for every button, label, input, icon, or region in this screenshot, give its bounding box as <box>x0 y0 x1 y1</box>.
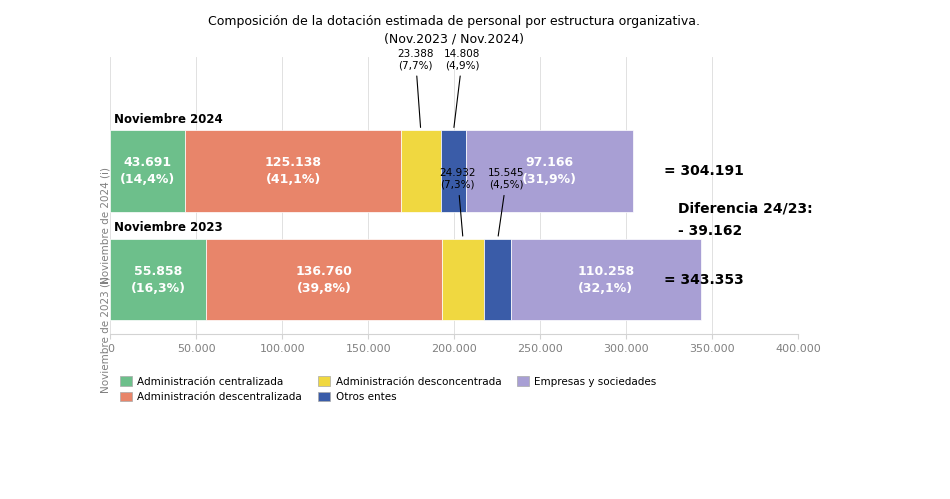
Text: 97.166
(31,9%): 97.166 (31,9%) <box>522 156 578 186</box>
Bar <box>206 239 442 320</box>
Text: 23.388
(7,7%): 23.388 (7,7%) <box>397 49 434 127</box>
Text: = 343.353: = 343.353 <box>664 272 744 286</box>
Text: 125.138
(41,1%): 125.138 (41,1%) <box>264 156 321 186</box>
Text: 15.545
(4,5%): 15.545 (4,5%) <box>488 168 524 236</box>
Bar <box>110 130 185 212</box>
Bar <box>441 130 466 212</box>
Text: 55.858
(16,3%): 55.858 (16,3%) <box>131 264 186 294</box>
Bar <box>484 239 511 320</box>
Bar <box>511 239 701 320</box>
Bar <box>401 130 441 212</box>
Text: 110.258
(32,1%): 110.258 (32,1%) <box>578 264 635 294</box>
Title: Composición de la dotación estimada de personal por estructura organizativa.
(No: Composición de la dotación estimada de p… <box>208 15 700 46</box>
Text: 43.691
(14,4%): 43.691 (14,4%) <box>121 156 176 186</box>
Text: Noviembre 2024: Noviembre 2024 <box>114 113 222 126</box>
Text: Noviembre 2023: Noviembre 2023 <box>114 222 222 235</box>
Text: 14.808
(4,9%): 14.808 (4,9%) <box>444 49 481 127</box>
Text: 136.760
(39,8%): 136.760 (39,8%) <box>295 264 352 294</box>
Legend: Administración centralizada, Administración descentralizada, Administración desc: Administración centralizada, Administrac… <box>116 372 661 406</box>
Bar <box>466 130 634 212</box>
Text: 24.932
(7,3%): 24.932 (7,3%) <box>440 168 476 236</box>
Bar <box>185 130 401 212</box>
Bar <box>110 239 206 320</box>
Text: Diferencia 24/23:
- 39.162: Diferencia 24/23: - 39.162 <box>677 202 812 238</box>
Bar <box>442 239 484 320</box>
Text: = 304.191: = 304.191 <box>664 164 744 178</box>
